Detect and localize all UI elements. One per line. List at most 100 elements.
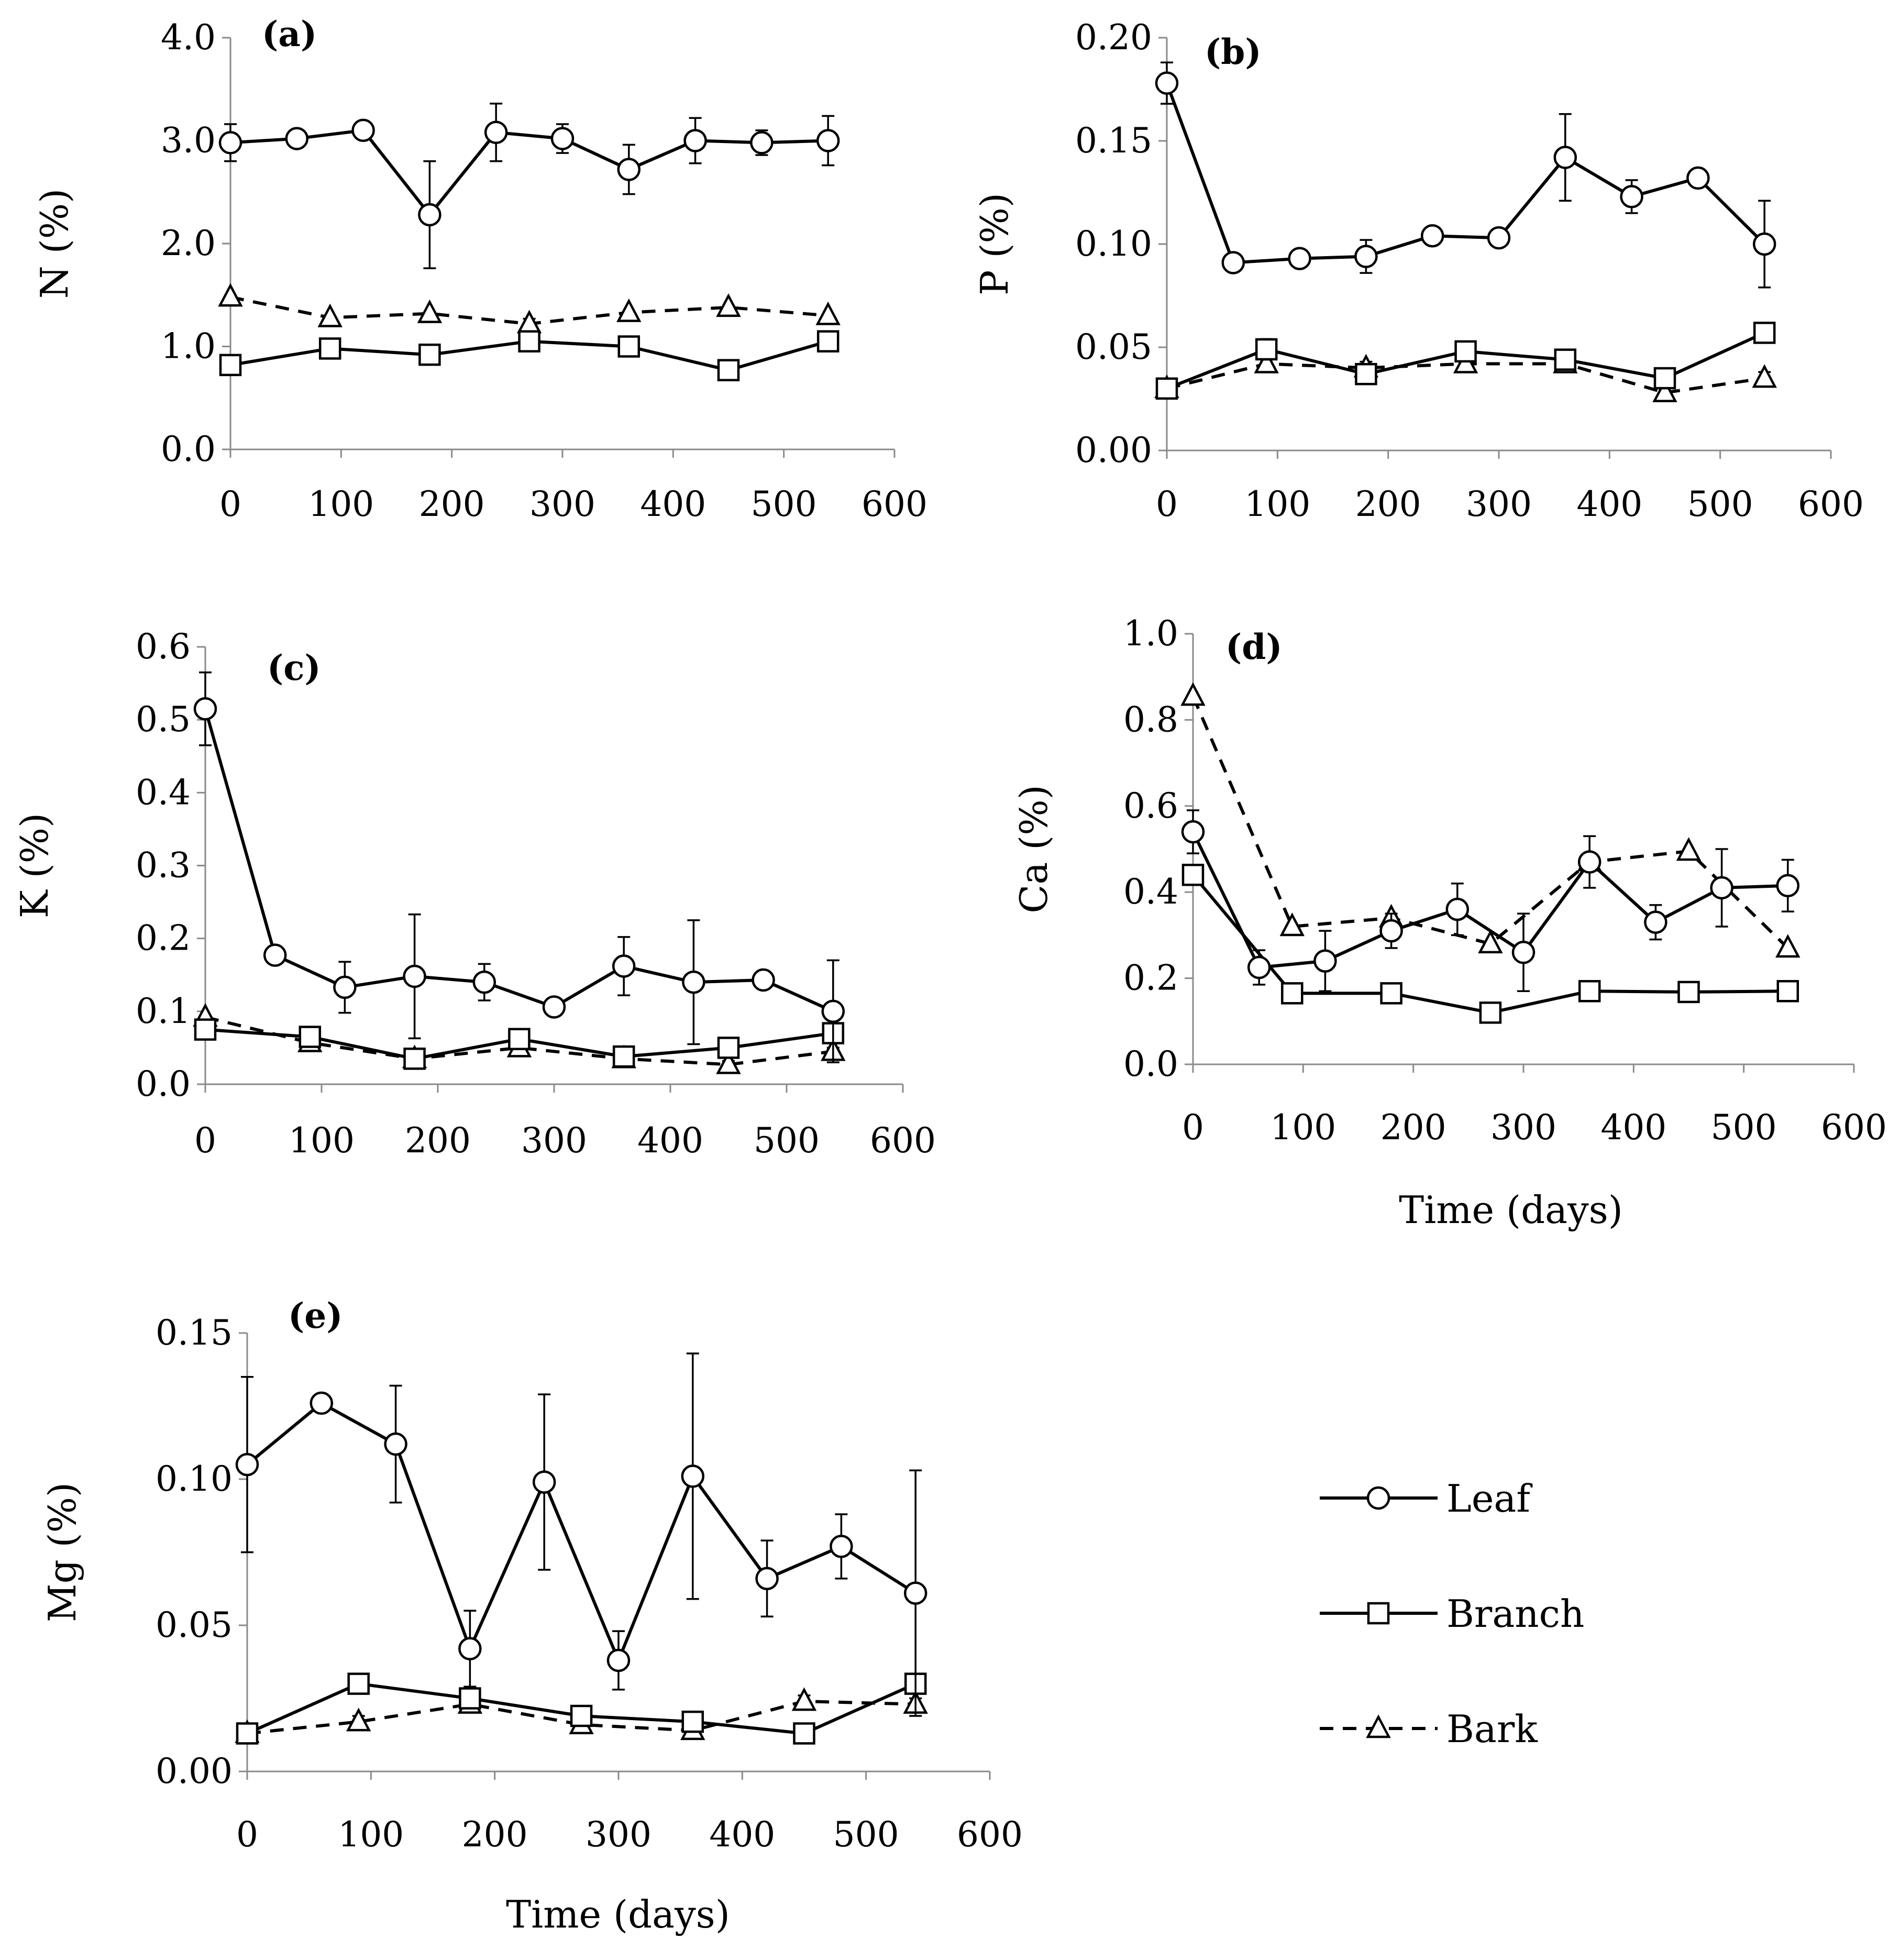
data-point-leaf [1247,955,1271,979]
x-tick-label: 300 [1466,484,1532,524]
x-tick-label: 600 [957,1814,1023,1855]
legend-label: Leaf [1446,1477,1532,1521]
data-point-leaf [1181,820,1205,844]
data-point-bark [417,299,443,323]
data-point-leaf [193,697,217,721]
data-point-leaf [333,975,357,999]
y-tick-label: 0.4 [136,772,191,812]
data-point-leaf [472,970,496,994]
legend-marker-square [1367,1602,1390,1625]
x-tick-label: 400 [1576,484,1642,524]
series-line-leaf [204,708,834,1013]
y-tick-label: 0.15 [156,1313,233,1353]
data-point-bark [317,303,343,327]
data-point-branch [1776,980,1799,1003]
data-point-leaf [752,968,775,992]
series-branch [219,330,839,381]
y-tick-label: 0.10 [1075,224,1152,264]
data-point-leaf [285,127,309,150]
data-point-branch [612,1045,635,1068]
data-point-branch [717,1037,740,1059]
y-tick-label: 0.1 [136,991,191,1031]
data-point-branch [570,1704,593,1727]
data-point-bark [716,1050,741,1074]
x-tick-label: 0 [236,1814,258,1855]
series-branch [236,1672,927,1745]
x-tick-label: 500 [833,1814,899,1855]
data-point-leaf [542,995,566,1019]
data-point-leaf [1313,949,1337,973]
data-point-leaf [683,129,707,152]
data-point-leaf [384,1432,407,1456]
y-tick-label: 1.0 [1123,613,1178,654]
y-tick-label: 0.5 [136,699,191,740]
data-point-leaf [606,1648,631,1672]
data-point-leaf [310,1391,334,1415]
x-tick-label: 200 [1355,484,1421,524]
x-tick-label: 500 [751,484,817,524]
data-point-bark [346,1708,371,1732]
data-point-branch [347,1672,370,1695]
data-point-leaf [1288,247,1311,270]
data-point-leaf [1511,941,1536,964]
series-bark [218,283,841,334]
panel-label: (b) [1205,31,1262,72]
data-point-leaf [1752,232,1776,256]
x-tick-label: 200 [419,484,485,524]
data-point-branch [518,330,540,353]
data-point-branch [1380,982,1402,1005]
data-point-bark [616,298,642,322]
x-tick-label: 600 [870,1120,936,1161]
y-tick-label: 0.4 [1123,872,1178,912]
panel-label: (a) [262,14,317,54]
chart-panel-c: 0.0 0.1 0.2 0.3 0.4 0.5 0.6 0 100 200 300 400 500 600… [13,626,936,1161]
x-tick-label: 300 [521,1120,587,1161]
y-tick-label: 0.05 [1075,327,1152,367]
data-point-branch [219,354,242,377]
y-axis-title: P (%) [973,193,1017,295]
series-leaf [1155,61,1776,289]
data-point-leaf [218,131,242,155]
x-tick-label: 200 [1380,1107,1446,1148]
data-point-branch [1753,322,1776,344]
data-point-leaf [235,1452,259,1477]
y-tick-label: 0.20 [1075,17,1152,58]
data-point-leaf [821,999,845,1023]
data-point-bark [791,1687,817,1711]
data-point-branch [236,1722,259,1745]
legend-marker-triangle [1366,1714,1391,1738]
series-line-leaf [246,1401,916,1662]
data-point-branch [1355,362,1377,386]
x-tick-label: 0 [1182,1107,1204,1148]
x-tick-label: 100 [308,484,374,524]
data-point-leaf [458,1637,482,1660]
data-point-leaf [1577,850,1601,874]
panel-label: (d) [1225,626,1283,667]
data-point-leaf [1420,224,1444,248]
x-tick-label: 300 [1490,1107,1556,1148]
y-tick-label: 0.00 [156,1751,233,1791]
data-point-leaf [750,131,774,155]
series-leaf [218,103,840,269]
data-point-branch [1578,980,1601,1003]
x-tick-label: 500 [754,1120,820,1161]
data-point-bark [1775,934,1800,958]
x-tick-label: 0 [1156,484,1178,524]
legend-label: Bark [1446,1707,1538,1751]
x-tick-label: 400 [1600,1107,1666,1148]
chart-panel-b: 0.00 0.05 0.10 0.15 0.20 0 100 200 300 400 500 600 P… [973,17,1864,524]
data-point-bark [1752,364,1777,388]
data-point-bark [1279,912,1305,937]
data-point-branch [403,1048,426,1070]
data-point-branch [418,343,441,366]
x-tick-label: 0 [194,1120,216,1161]
y-tick-label: 0.0 [1123,1044,1178,1084]
x-tick-label: 600 [1821,1107,1887,1148]
data-point-branch [318,337,341,360]
data-point-leaf [351,118,375,142]
data-point-leaf [682,970,705,994]
data-point-branch [681,1710,704,1733]
x-tick-label: 500 [1687,484,1753,524]
y-tick-label: 4.0 [161,17,216,58]
